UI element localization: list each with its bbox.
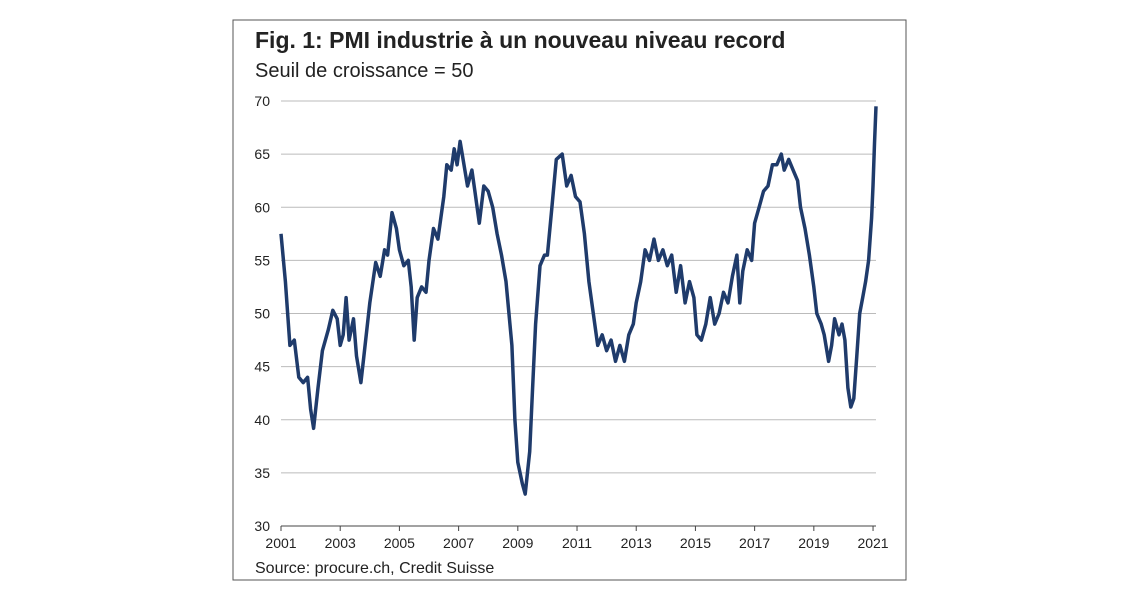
chart-title: Fig. 1: PMI industrie à un nouveau nivea… <box>255 27 785 53</box>
x-tick-label: 2013 <box>621 535 652 551</box>
x-tick-label: 2005 <box>384 535 415 551</box>
x-tick-label: 2017 <box>739 535 770 551</box>
x-tick-label: 2009 <box>502 535 533 551</box>
y-tick-label: 45 <box>254 359 270 375</box>
x-tick-label: 2011 <box>562 535 592 551</box>
x-tick-label: 2003 <box>325 535 356 551</box>
y-tick-label: 70 <box>254 93 270 109</box>
x-tick-label: 2007 <box>443 535 474 551</box>
y-tick-label: 40 <box>254 412 270 428</box>
y-tick-label: 65 <box>254 146 270 162</box>
y-tick-label: 30 <box>254 518 270 534</box>
chart-subtitle: Seuil de croissance = 50 <box>255 60 473 82</box>
x-tick-label: 2019 <box>798 535 829 551</box>
x-tick-label: 2015 <box>680 535 711 551</box>
y-tick-label: 60 <box>254 199 270 215</box>
y-tick-label: 50 <box>254 306 270 322</box>
frame <box>232 19 907 581</box>
x-tick-label: 2001 <box>265 535 296 551</box>
pmi-line <box>279 106 878 496</box>
x-tick-label: 2021 <box>857 535 888 551</box>
y-tick-label: 55 <box>254 252 270 268</box>
source: Source: procure.ch, Credit Suisse <box>255 560 494 577</box>
y-tick-label: 35 <box>254 465 270 481</box>
